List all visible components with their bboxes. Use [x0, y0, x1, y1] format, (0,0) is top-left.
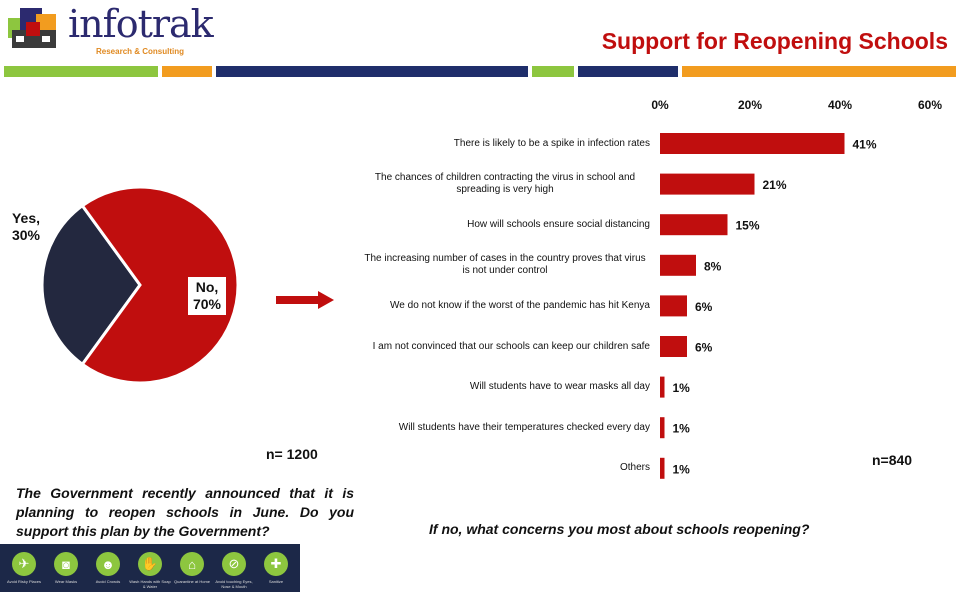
no-touch-icon: ⊘ — [222, 552, 246, 576]
plane-icon: ✈ — [12, 552, 36, 576]
icon-caption: Wear Masks — [54, 579, 78, 584]
header-stripe-green-2 — [532, 66, 574, 77]
bar-value-label: 6% — [695, 341, 713, 355]
header-stripe-orange-2 — [682, 66, 956, 77]
bar-chart: 0% 20% 40% 60% 41% 21% 15% 8% 6% 6% 1% 1% 1% — [651, 98, 942, 479]
logo — [6, 4, 64, 52]
pie-slice-yes — [40, 203, 142, 367]
pie-yes-label: Yes, 30% — [8, 210, 44, 244]
header-stripe-orange — [162, 66, 212, 77]
x-tick-label: 40% — [828, 98, 852, 112]
bar-value-label: 41% — [853, 138, 877, 152]
bar-n-label: n=840 — [872, 452, 913, 468]
bar-value-label: 1% — [673, 381, 691, 395]
x-tick-label: 60% — [918, 98, 942, 112]
bar-category-label: How will schools ensure social distancin… — [467, 218, 650, 230]
bar-category-label: Will students have their temperatures ch… — [398, 421, 650, 433]
sanitize-icon: ✚ — [264, 552, 288, 576]
brand-name: infotrak — [68, 2, 214, 46]
crowd-icon: ☻ — [96, 552, 120, 576]
logo-mark-icon — [8, 8, 56, 48]
bar-value-label: 8% — [704, 259, 722, 273]
brand-tagline: Research & Consulting — [96, 47, 185, 56]
bar-question: If no, what concerns you most about scho… — [429, 521, 810, 537]
header-stripe-blue — [216, 66, 528, 77]
bar-category-label: There is likely to be a spike in infecti… — [453, 137, 650, 149]
header-stripe-green — [4, 66, 158, 77]
bar — [660, 214, 728, 236]
arrow-right-icon — [276, 291, 334, 309]
bar — [660, 254, 696, 276]
bar-value-label: 1% — [673, 462, 691, 476]
safety-icon-bar: ✈ Avoid Risky Places ◙ Wear Masks ☻ Avoid Cro… — [0, 544, 300, 592]
pie-yes-value: 30% — [11, 227, 41, 243]
bar-value-label: 15% — [736, 219, 760, 233]
bar-category-label: The increasing number of cases in the co… — [364, 253, 646, 277]
bar-value-label: 1% — [673, 422, 691, 436]
bar-category-label: Others — [619, 462, 650, 474]
pie-no-value: 70% — [192, 296, 222, 312]
bar-category-label: I am not convinced that our schools can … — [372, 340, 650, 352]
bar-category-label: We do not know if the worst of the pande… — [390, 299, 650, 311]
bar — [660, 173, 755, 195]
icon-caption: Quarantine at Home — [173, 579, 211, 584]
bar — [660, 133, 845, 154]
bar-value-label: 6% — [695, 300, 713, 314]
pie-no-text: No, — [195, 279, 219, 295]
bar — [660, 295, 687, 317]
icon-caption: Avoid touching Eyes, Nose & Mouth — [215, 579, 253, 589]
pie-no-label: No, 70% — [188, 277, 226, 315]
bar — [660, 457, 665, 479]
icon-caption: Wash Hands with Soap & Water — [129, 579, 171, 589]
pie-yes-text: Yes, — [11, 210, 41, 226]
house-icon: ⌂ — [180, 552, 204, 576]
bar — [660, 336, 687, 357]
icon-caption: Avoid Risky Places — [7, 579, 41, 584]
pie-question: The Government recently announced that i… — [16, 485, 354, 539]
pie-n-label: n= 1200 — [266, 446, 318, 462]
pie-chart — [40, 185, 240, 385]
bar — [660, 376, 665, 398]
pie-slice-no — [80, 185, 240, 385]
bar-value-label: 21% — [763, 178, 787, 192]
icon-caption: Avoid Crowds — [95, 579, 121, 584]
bar-category-label: Will students have to wear masks all day — [469, 381, 650, 393]
wash-hands-icon: ✋ — [138, 552, 162, 576]
x-tick-label: 0% — [651, 98, 669, 112]
bar-category-label: The chances of children contracting the … — [374, 172, 636, 196]
page-title: Support for Reopening Schools — [601, 28, 948, 54]
header-stripe-blue-2 — [578, 66, 678, 77]
icon-caption: Sanitize — [268, 579, 284, 584]
bar — [660, 417, 665, 439]
mask-icon: ◙ — [54, 552, 78, 576]
x-tick-label: 20% — [738, 98, 762, 112]
